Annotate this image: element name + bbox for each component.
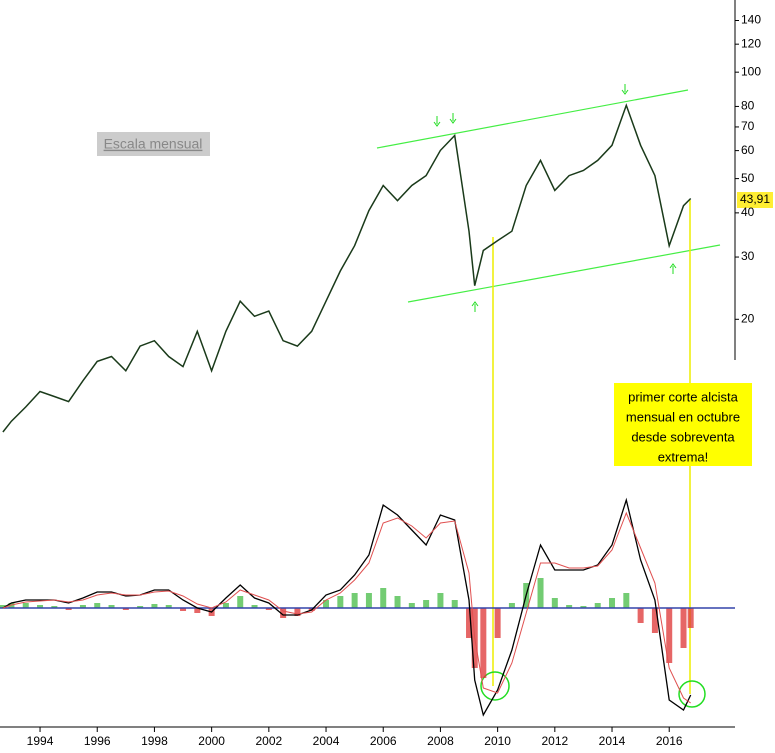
histogram-bar bbox=[151, 604, 158, 608]
decorations: Escala mensual primer corte alcista mens… bbox=[0, 0, 773, 728]
x-tick-label: 1996 bbox=[84, 734, 111, 748]
highlight-circle bbox=[678, 680, 706, 708]
histogram-bar bbox=[651, 608, 658, 633]
arrows bbox=[433, 84, 677, 312]
histogram-bar bbox=[609, 598, 616, 608]
price-label-box bbox=[737, 192, 773, 208]
histogram-bar bbox=[666, 608, 673, 663]
x-tick-label: 2012 bbox=[541, 734, 568, 748]
histogram-bar bbox=[37, 605, 44, 608]
histogram-bar bbox=[194, 608, 201, 613]
histogram-bar bbox=[637, 608, 644, 623]
histogram-bar bbox=[51, 606, 58, 608]
histogram-bar bbox=[451, 600, 458, 608]
histogram-bar bbox=[222, 603, 229, 608]
histogram-bar bbox=[566, 605, 573, 608]
histogram-bar bbox=[365, 593, 372, 608]
x-tick-label: 2006 bbox=[370, 734, 397, 748]
x-tick-label: 1998 bbox=[141, 734, 168, 748]
y-tick-label: 30 bbox=[741, 249, 755, 263]
annotation: mensual en octubre bbox=[626, 409, 740, 424]
x-tick-label: 2014 bbox=[599, 734, 626, 748]
histogram-bar bbox=[137, 606, 144, 608]
histogram-bar bbox=[280, 608, 287, 618]
x-tick-label: 2004 bbox=[313, 734, 340, 748]
histogram-bar bbox=[79, 605, 86, 608]
price-line bbox=[2, 103, 692, 433]
histogram-bar bbox=[537, 578, 544, 608]
histogram-bar bbox=[594, 603, 601, 608]
y-tick-label: 40 bbox=[741, 205, 755, 219]
histogram-bar bbox=[423, 600, 430, 608]
histogram-bar bbox=[251, 605, 258, 608]
x-tick-label: 2002 bbox=[255, 734, 282, 748]
histogram-bar bbox=[551, 598, 558, 608]
histogram-bar bbox=[680, 608, 687, 648]
y-tick-label: 20 bbox=[741, 311, 755, 325]
histogram-bar bbox=[380, 588, 387, 608]
histogram-bar bbox=[22, 603, 29, 608]
annotation-box bbox=[97, 132, 210, 156]
x-tick-label: 2016 bbox=[656, 734, 683, 748]
channel-upper bbox=[376, 89, 689, 149]
annotation-box bbox=[614, 383, 752, 466]
annotation: desde sobreventa bbox=[631, 429, 735, 444]
last-price-label: 43,91 bbox=[740, 192, 770, 206]
x-tick-label: 1994 bbox=[27, 734, 54, 748]
annotation: Escala mensual bbox=[104, 136, 203, 152]
histogram-bar bbox=[394, 596, 401, 608]
histogram-bar bbox=[466, 608, 473, 638]
channel-lower bbox=[407, 244, 721, 303]
histogram-bar bbox=[165, 605, 172, 608]
y-tick-label: 70 bbox=[741, 119, 755, 133]
histogram-bar bbox=[0, 605, 6, 608]
indicator-line bbox=[2, 511, 691, 704]
histogram-bar bbox=[180, 608, 187, 611]
histogram-bar bbox=[494, 608, 501, 638]
histogram-bar bbox=[480, 608, 487, 678]
histogram-bar bbox=[237, 596, 244, 608]
histogram-bar bbox=[408, 603, 415, 608]
histogram-bar bbox=[623, 593, 630, 608]
y-tick-label: 50 bbox=[741, 171, 755, 185]
histogram-bar bbox=[508, 603, 515, 608]
histogram-bar bbox=[687, 608, 694, 628]
x-tick-label: 2010 bbox=[484, 734, 511, 748]
annotation: extrema! bbox=[658, 449, 709, 464]
y-tick-label: 60 bbox=[741, 143, 755, 157]
x-tick-label: 2000 bbox=[198, 734, 225, 748]
y-tick-label: 100 bbox=[741, 64, 761, 78]
histogram-bar bbox=[294, 608, 301, 616]
x-tick-label: 2008 bbox=[427, 734, 454, 748]
annotation: primer corte alcista bbox=[628, 389, 739, 404]
histogram-bar bbox=[323, 600, 330, 608]
y-tick-label: 140 bbox=[741, 13, 761, 27]
histogram-bar bbox=[265, 608, 272, 610]
histogram-bar bbox=[437, 593, 444, 608]
histogram-bar bbox=[65, 608, 72, 610]
histogram-bar bbox=[351, 593, 358, 608]
histogram-bar bbox=[337, 596, 344, 608]
histogram-bar bbox=[580, 606, 587, 608]
y-tick-label: 120 bbox=[741, 36, 761, 50]
highlight-circle bbox=[480, 671, 510, 701]
histogram-bar bbox=[122, 608, 129, 610]
histogram-bar bbox=[94, 603, 101, 608]
y-tick-label: 80 bbox=[741, 99, 755, 113]
histogram-bar bbox=[108, 605, 115, 608]
